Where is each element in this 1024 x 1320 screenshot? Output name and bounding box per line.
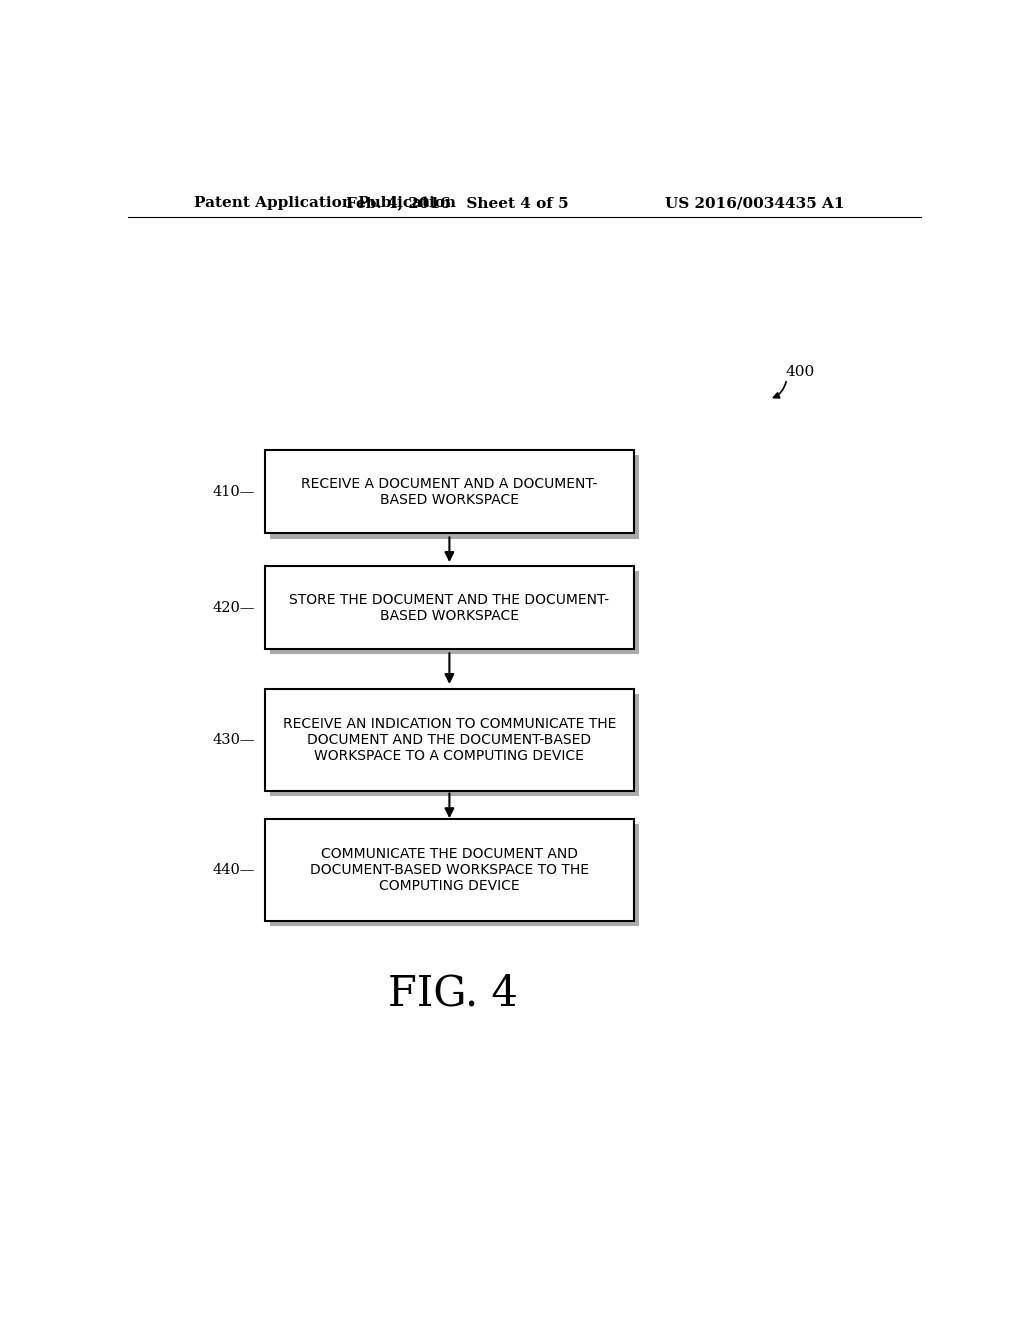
Bar [265, 818, 634, 921]
Text: 420—: 420— [213, 601, 255, 615]
Text: 410—: 410— [213, 484, 255, 499]
Text: 440—: 440— [213, 863, 255, 876]
Text: FIG. 4: FIG. 4 [388, 973, 518, 1015]
Bar [270, 694, 639, 796]
Bar [265, 566, 634, 649]
Text: US 2016/0034435 A1: US 2016/0034435 A1 [666, 197, 845, 210]
Bar [265, 450, 634, 533]
Text: 430—: 430— [213, 733, 255, 747]
Text: COMMUNICATE THE DOCUMENT AND
DOCUMENT-BASED WORKSPACE TO THE
COMPUTING DEVICE: COMMUNICATE THE DOCUMENT AND DOCUMENT-BA… [310, 846, 589, 894]
Text: 400: 400 [785, 364, 814, 379]
Text: STORE THE DOCUMENT AND THE DOCUMENT-
BASED WORKSPACE: STORE THE DOCUMENT AND THE DOCUMENT- BAS… [290, 593, 609, 623]
Text: Patent Application Publication: Patent Application Publication [194, 197, 456, 210]
Bar [270, 572, 639, 655]
Bar [270, 455, 639, 539]
Text: RECEIVE AN INDICATION TO COMMUNICATE THE
DOCUMENT AND THE DOCUMENT-BASED
WORKSPA: RECEIVE AN INDICATION TO COMMUNICATE THE… [283, 717, 616, 763]
Bar [265, 689, 634, 791]
Bar [270, 824, 639, 925]
Text: RECEIVE A DOCUMENT AND A DOCUMENT-
BASED WORKSPACE: RECEIVE A DOCUMENT AND A DOCUMENT- BASED… [301, 477, 598, 507]
Text: Feb. 4, 2016   Sheet 4 of 5: Feb. 4, 2016 Sheet 4 of 5 [346, 197, 568, 210]
